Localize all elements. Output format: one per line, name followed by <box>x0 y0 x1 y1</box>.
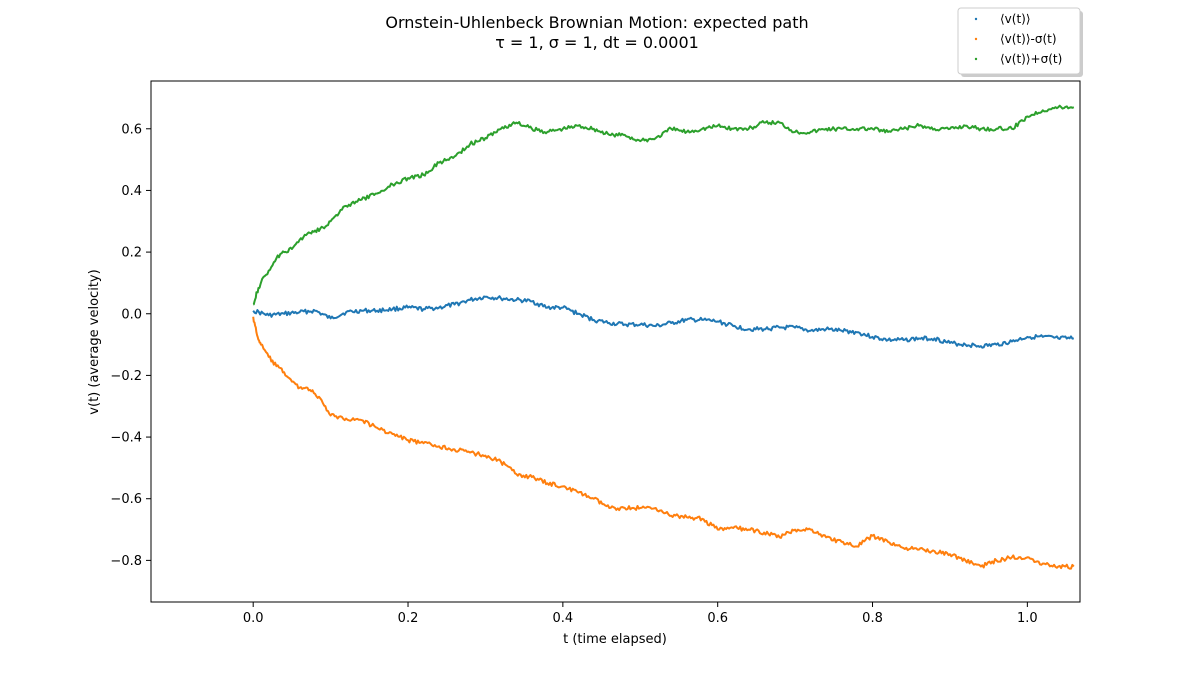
y-tick-label: 0.6 <box>121 122 142 137</box>
y-axis: −0.8 −0.6 −0.4 −0.2 0.0 0.2 0.4 0.6 <box>110 122 151 569</box>
legend-label: ⟨v(t)⟩ <box>1000 12 1031 26</box>
legend: ⟨v(t)⟩ ⟨v(t)⟩-σ(t) ⟨v(t)⟩+σ(t) <box>957 7 1083 77</box>
legend-marker <box>974 17 978 21</box>
y-tick-label: −0.2 <box>110 369 142 384</box>
legend-marker <box>974 37 978 41</box>
y-tick-label: 0.2 <box>121 246 142 261</box>
y-tick-label: 0.4 <box>121 184 142 199</box>
y-axis-label: v(t) (average velocity) <box>87 269 102 414</box>
chart-title-line1: Ornstein-Uhlenbeck Brownian Motion: expe… <box>385 13 808 32</box>
x-tick-label: 0.0 <box>243 611 264 626</box>
series-line <box>252 316 1075 570</box>
series-line <box>252 295 1074 349</box>
series-line <box>252 104 1075 306</box>
series-layer <box>252 104 1075 570</box>
legend-entries: ⟨v(t)⟩ ⟨v(t)⟩-σ(t) ⟨v(t)⟩+σ(t) <box>974 12 1062 66</box>
legend-marker <box>974 57 978 61</box>
y-tick-label: −0.6 <box>110 492 142 507</box>
x-axis-label: t (time elapsed) <box>563 632 667 647</box>
plot-area <box>151 81 1080 602</box>
x-tick-label: 1.0 <box>1017 611 1038 626</box>
x-tick-label: 0.8 <box>862 611 883 626</box>
legend-label: ⟨v(t)⟩-σ(t) <box>1000 32 1057 46</box>
legend-label: ⟨v(t)⟩+σ(t) <box>1000 52 1062 66</box>
y-tick-label: −0.8 <box>110 554 142 569</box>
legend-box <box>957 7 1081 75</box>
x-axis: 0.0 0.2 0.4 0.6 0.8 1.0 <box>243 602 1038 626</box>
plot-frame <box>150 80 1081 603</box>
y-tick-label: −0.4 <box>110 431 142 446</box>
x-tick-label: 0.4 <box>553 611 574 626</box>
chart-title-line2: τ = 1, σ = 1, dt = 0.0001 <box>495 33 699 52</box>
y-tick-label: 0.0 <box>121 307 142 322</box>
x-tick-label: 0.2 <box>398 611 419 626</box>
x-tick-label: 0.6 <box>707 611 728 626</box>
